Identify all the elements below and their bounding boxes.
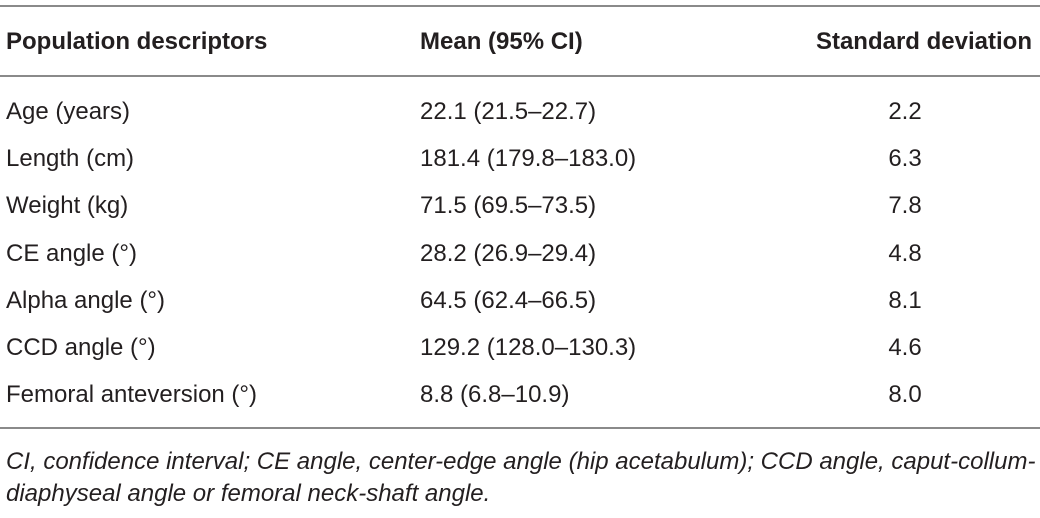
table-cell: CE angle (°)	[6, 239, 137, 267]
table-cell: Age (years)	[6, 98, 131, 125]
header-rule	[0, 75, 1040, 77]
header-cell: Standard deviation	[815, 28, 1032, 55]
table-cell: 71.5 (69.5–73.5)	[420, 192, 597, 220]
table-cell: 8.0	[888, 381, 922, 409]
bottom-rule	[0, 427, 1040, 429]
table-cell: 181.4 (179.8–183.0)	[420, 145, 637, 173]
table-cell: 2.2	[888, 98, 922, 125]
table-cell: Femoral anteversion (°)	[6, 381, 258, 409]
table-cell: 22.1 (21.5–22.7)	[420, 98, 597, 125]
header-cell: Population descriptors	[6, 28, 268, 55]
table-cell: 4.6	[888, 334, 922, 361]
header-cell: Mean (95% CI)	[420, 28, 583, 55]
table-cell: 7.8	[888, 192, 922, 220]
table-cell: Length (cm)	[6, 145, 135, 173]
table-cell: 28.2 (26.9–29.4)	[420, 239, 597, 267]
table-cell: 4.8	[888, 239, 922, 267]
table-cell: 6.3	[888, 145, 922, 173]
top-rule	[0, 5, 1040, 7]
table-cell: Alpha angle (°)	[6, 286, 166, 314]
table-cell: CCD angle (°)	[6, 334, 156, 361]
table-cell: 8.1	[888, 286, 922, 314]
table-cell: 8.8 (6.8–10.9)	[420, 381, 570, 409]
table-cell: Weight (kg)	[6, 192, 129, 220]
footnote: CI, confidence interval; CE angle, cente…	[6, 448, 1036, 507]
table-cell: 64.5 (62.4–66.5)	[420, 286, 597, 314]
table-cell: 129.2 (128.0–130.3)	[420, 334, 637, 361]
